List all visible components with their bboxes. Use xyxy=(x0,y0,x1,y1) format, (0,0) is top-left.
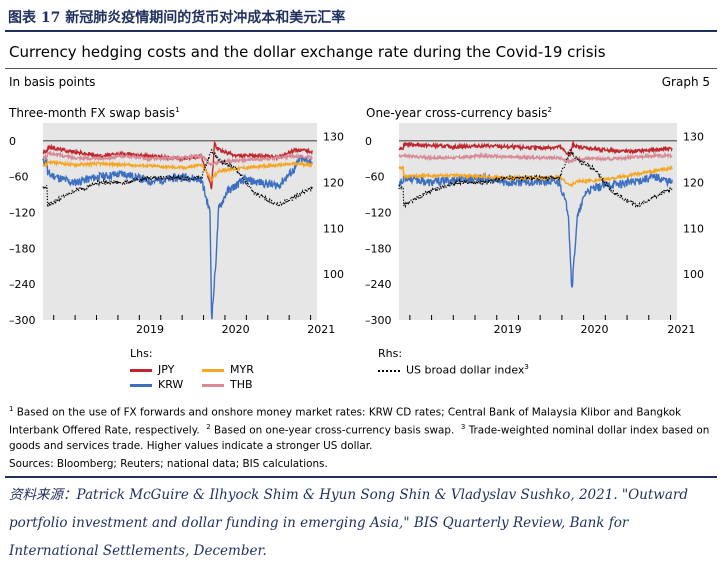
citation: 资料来源：Patrick McGuire & Ilhyock Shim & Hy… xyxy=(9,487,688,559)
legend-label-thb: THB xyxy=(230,378,253,391)
legend-lhs-label: Lhs: xyxy=(130,347,153,360)
panel-title-right-text: One-year cross-currency basis xyxy=(366,106,548,120)
chart-right-series-krw xyxy=(398,171,673,288)
legend-item-jpy: JPY xyxy=(130,363,174,376)
legend-lhs: Lhs: JPY MYR KRW THB xyxy=(130,347,330,397)
footnote-3: Trade-weighted nominal dollar index base… xyxy=(9,424,710,452)
legend-item-thb: THB xyxy=(202,378,253,391)
sources: Sources: Bloomberg; Reuters; national da… xyxy=(9,458,328,470)
chart-left-plot: 0 –60 –120 –180 –240 –300 130 120 110 100 2019 2020… xyxy=(9,123,344,336)
legend-rhs: Rhs: US broad dollar index3 xyxy=(378,347,598,387)
chart-right-series-jpy xyxy=(398,139,673,158)
chart-right-series-us-broad-dollar-index xyxy=(398,147,673,209)
legend-item-myr: MYR xyxy=(202,363,254,376)
graph-title: Currency hedging costs and the dollar ex… xyxy=(9,43,606,61)
legend-item-krw: KRW xyxy=(130,378,183,391)
chart-left-series-krw xyxy=(42,154,313,320)
chart-right-xtick-label: 2020 xyxy=(580,323,608,336)
chart-right-ytick-left: –300 xyxy=(365,314,392,327)
chart-left-xtick-label: 2021 xyxy=(307,323,335,336)
chart-right-series-thb xyxy=(398,151,673,165)
chart-right-ytick-left: –120 xyxy=(365,207,392,220)
chart-right-ytick-right: 130 xyxy=(683,131,704,144)
chart-right-xtick-label: 2021 xyxy=(667,323,695,336)
chart-right-series-myr xyxy=(398,165,673,189)
chart-right-plot: 0 –60 –120 –180 –240 –300 130 120 110 100 2019 2020… xyxy=(365,123,704,336)
chart-right-ytick-left: –60 xyxy=(365,171,385,184)
graph-number: Graph 5 xyxy=(661,75,710,89)
fx-swap-basis-chart: 0 –60 –120 –180 –240 –300 130 120 110 100 2019 2020… xyxy=(9,123,344,336)
legend-swatch-krw xyxy=(130,383,152,387)
chart-left-ytick-right: 100 xyxy=(323,268,344,281)
legend-label-krw: KRW xyxy=(158,378,184,391)
legend-swatch-myr xyxy=(202,368,224,372)
footnote-2: Based on one-year cross-currency basis s… xyxy=(210,424,455,437)
report-chart-title-cn: 图表 17 新冠肺炎疫情期间的货币对冲成本和美元汇率 xyxy=(8,10,346,26)
legend-rhs-label: Rhs: xyxy=(378,347,403,360)
panel-title-left-text: Three-month FX swap basis xyxy=(9,106,176,120)
chart-left-ytick-right: 110 xyxy=(323,222,344,235)
chart-right-ytick-left: 0 xyxy=(365,135,372,148)
footnote-2-marker: 2 xyxy=(206,423,211,432)
footnote-1: Based on the use of FX forwards and onsh… xyxy=(9,406,682,437)
legend-label-usd-index-sup: 3 xyxy=(524,363,529,371)
title-rule xyxy=(5,68,717,69)
footnote-1-marker: 1 xyxy=(9,405,14,413)
chart-left-ytick-left: –300 xyxy=(9,314,36,327)
cross-currency-basis-chart: 0 –60 –120 –180 –240 –300 130 120 110 100 2019 2020… xyxy=(365,123,704,336)
chart-right-ytick-left: –240 xyxy=(365,278,392,291)
units-label: In basis points xyxy=(9,75,96,89)
bottom-rule xyxy=(5,476,717,478)
footnote-3-marker: 3 xyxy=(460,423,466,432)
legend-label-myr: MYR xyxy=(230,363,254,376)
chart-left-xtick-label: 2020 xyxy=(222,323,250,336)
footnotes: 1 Based on the use of FX forwards and on… xyxy=(9,402,714,454)
panel-title-right: One-year cross-currency basis2 xyxy=(366,106,552,120)
chart-left-ytick-left: 0 xyxy=(9,135,16,148)
chart-right-plot-area xyxy=(399,123,677,320)
chart-left-series-us-broad-dollar-index xyxy=(42,148,313,208)
chart-left-ytick-left: –180 xyxy=(9,242,36,255)
chart-right-ytick-right: 120 xyxy=(683,177,704,190)
chart-left-ytick-right: 120 xyxy=(323,177,344,190)
panel-title-right-sup: 2 xyxy=(547,106,552,114)
legend-item-usd-index: US broad dollar index3 xyxy=(378,363,529,377)
legend-label-usd-index: US broad dollar index xyxy=(406,363,525,377)
chart-left-series-thb xyxy=(42,150,313,168)
chart-left-ytick-left: –120 xyxy=(9,207,36,220)
legend-swatch-jpy xyxy=(130,368,152,372)
chart-right-ytick-left: –180 xyxy=(365,242,392,255)
legend-swatch-thb xyxy=(202,383,224,387)
chart-left-ytick-left: –240 xyxy=(9,278,36,291)
chart-right-ytick-right: 100 xyxy=(683,268,704,281)
chart-left-series-myr xyxy=(42,159,313,182)
chart-left-xtick-label: 2019 xyxy=(136,323,164,336)
chart-right-xtick-label: 2019 xyxy=(494,323,522,336)
legend-swatch-usd-index xyxy=(378,369,400,372)
chart-right-ytick-right: 110 xyxy=(683,222,704,235)
top-rule xyxy=(5,30,717,32)
chart-left-ytick-right: 130 xyxy=(323,131,344,144)
chart-left-ytick-left: –60 xyxy=(9,171,29,184)
panel-title-left-sup: 1 xyxy=(175,106,180,114)
legend-label-jpy: JPY xyxy=(158,363,175,376)
panel-title-left: Three-month FX swap basis1 xyxy=(9,106,180,120)
